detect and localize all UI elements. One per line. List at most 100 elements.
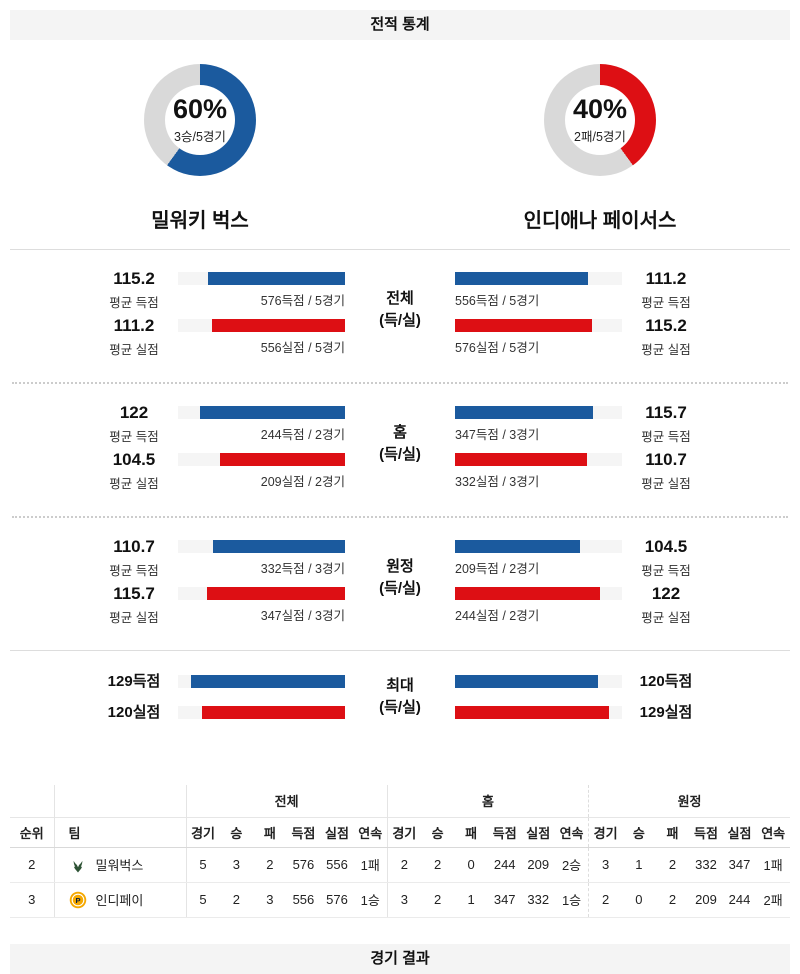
bar-track bbox=[455, 675, 622, 688]
page: 전적 통계 60% 3승/5경기 40% 2패/5경기 밀워키 벅스 인디애나 … bbox=[0, 10, 800, 974]
standings-cell: 3 bbox=[386, 882, 421, 918]
bar-pair: 122 평균 득점 244득점 / 2경기 bbox=[90, 404, 345, 445]
divider bbox=[10, 249, 790, 250]
bar-pair: 115.2 평균 득점 576득점 / 5경기 bbox=[90, 270, 345, 311]
standings-cell: 576 bbox=[286, 847, 321, 883]
standings-group-header: 원정 bbox=[588, 785, 790, 817]
team-cell[interactable]: P 인디페이 bbox=[53, 882, 186, 918]
bar-track bbox=[455, 706, 622, 719]
standings-cell: 2승 bbox=[555, 847, 589, 883]
section-label: 홈 (득/실) bbox=[379, 424, 421, 463]
standings-row: 2 밀워벅스 5 3 2 576 556 1패 2 2 0 244 209 2승 3 1 2 332 347 1패 bbox=[10, 847, 790, 883]
standings-cell: 576 bbox=[320, 882, 354, 918]
home-right: 115.7 평균 득점 347득점 / 3경기 110.7 평균 실점 332실점 … bbox=[455, 404, 710, 498]
away-donut-hole: 40% 2패/5경기 bbox=[565, 85, 635, 155]
bar-pair: 120득점 bbox=[455, 673, 710, 690]
avg-conceded-value: 110.7 bbox=[645, 450, 687, 469]
avg-scored-value: 115.2 bbox=[113, 269, 155, 288]
standings-cell: 2 bbox=[219, 882, 254, 918]
standings-col-header: 연속 bbox=[353, 817, 388, 848]
bar-pair: 104.5 평균 득점 209득점 / 2경기 bbox=[455, 538, 710, 579]
away-win-percent: 40% bbox=[572, 93, 628, 124]
avg-scored-label: 평균 득점 bbox=[641, 296, 691, 310]
team-header: 팀 bbox=[53, 817, 186, 848]
divider bbox=[10, 650, 790, 651]
away-win-donut-chart: 40% 2패/5경기 bbox=[544, 64, 656, 176]
bar-track bbox=[455, 587, 622, 600]
home-win-donut-chart: 60% 3승/5경기 bbox=[144, 64, 256, 176]
avg-scored-label: 평균 득점 bbox=[109, 430, 159, 444]
standings-col-header: 승 bbox=[420, 817, 455, 848]
bar-pair: 115.2 평균 실점 576실점 / 5경기 bbox=[455, 317, 710, 358]
max-left: 129득점 120실점 bbox=[90, 673, 345, 735]
standings-group-header: 홈 bbox=[386, 785, 589, 817]
standings-cell: 244 bbox=[722, 882, 757, 918]
standings-col-header: 실점 bbox=[521, 817, 556, 848]
overall-left: 115.2 평균 득점 576득점 / 5경기 111.2 평균 실점 556실점 … bbox=[90, 270, 345, 364]
conceded-bar-fill bbox=[220, 453, 345, 466]
section-label: 원정 (득/실) bbox=[379, 558, 421, 597]
avg-conceded-label: 평균 실점 bbox=[641, 343, 691, 357]
stat-section-overall: 115.2 평균 득점 576득점 / 5경기 111.2 평균 실점 556실점 … bbox=[0, 250, 800, 382]
bar-track bbox=[455, 540, 622, 553]
rank-cell: 2 bbox=[10, 847, 54, 883]
home-left: 122 평균 득점 244득점 / 2경기 104.5 평균 실점 209실점 / … bbox=[90, 404, 345, 498]
donut-row: 60% 3승/5경기 40% 2패/5경기 bbox=[0, 40, 800, 176]
standings-cell: 2 bbox=[386, 847, 421, 883]
bar-track bbox=[455, 272, 622, 285]
bar-subtext: 209실점 / 2경기 bbox=[260, 475, 345, 489]
standings-cell: 3 bbox=[253, 882, 287, 918]
standings-cell: 3 bbox=[588, 847, 623, 883]
bar-subtext: 244득점 / 2경기 bbox=[260, 428, 345, 442]
team-short-name: 인디페이 bbox=[95, 893, 144, 908]
bar-track bbox=[178, 540, 345, 553]
bar-subtext: 347득점 / 3경기 bbox=[455, 428, 540, 442]
conceded-bar-fill bbox=[212, 319, 345, 332]
overall-right: 111.2 평균 득점 556득점 / 5경기 115.2 평균 실점 576실점 … bbox=[455, 270, 710, 364]
standings-col-header: 승 bbox=[622, 817, 656, 848]
max-scored-value: 120득점 bbox=[639, 673, 693, 690]
standings-cell: 2 bbox=[655, 847, 690, 883]
scored-bar-fill bbox=[455, 675, 599, 688]
pacers-logo-icon: P bbox=[69, 891, 86, 909]
conceded-bar-fill bbox=[455, 587, 601, 600]
standings-col-header: 연속 bbox=[756, 817, 790, 848]
bar-subtext: 332득점 / 3경기 bbox=[260, 562, 345, 576]
max-conceded-value: 129실점 bbox=[639, 704, 693, 721]
standings-cell: 2 bbox=[420, 882, 455, 918]
dotted-divider bbox=[12, 516, 788, 518]
dotted-divider bbox=[12, 382, 788, 384]
bar-subtext: 556실점 / 5경기 bbox=[260, 341, 345, 355]
home-record: 3승/5경기 bbox=[174, 129, 226, 144]
stat-section-max: 129득점 120실점 최대 (득/실) 120득점 129실점 bbox=[0, 651, 800, 761]
standings-col-header: 패 bbox=[253, 817, 287, 848]
bar-pair: 110.7 평균 득점 332득점 / 3경기 bbox=[90, 538, 345, 579]
bar-track bbox=[455, 453, 622, 466]
avg-scored-label: 평균 득점 bbox=[641, 564, 691, 578]
results-title-bar: 경기 결과 bbox=[10, 943, 790, 974]
standings-col-header: 경기 bbox=[588, 817, 623, 848]
standings-col-header: 승 bbox=[219, 817, 254, 848]
bar-track bbox=[178, 272, 345, 285]
standings-cell: 347 bbox=[487, 882, 522, 918]
standings-cell: 3 bbox=[219, 847, 254, 883]
scored-bar-fill bbox=[207, 272, 345, 285]
away-team-name: 인디애나 페이서스 bbox=[523, 210, 677, 232]
bar-pair: 115.7 평균 득점 347득점 / 3경기 bbox=[455, 404, 710, 445]
standings-cell: 332 bbox=[521, 882, 556, 918]
avg-conceded-value: 122 bbox=[651, 584, 681, 603]
scored-bar-fill bbox=[455, 272, 588, 285]
standings-cell: 2 bbox=[420, 847, 455, 883]
bar-pair: 110.7 평균 실점 332실점 / 3경기 bbox=[455, 451, 710, 492]
standings-cell: 556 bbox=[320, 847, 354, 883]
avg-scored-value: 115.7 bbox=[645, 403, 687, 422]
results-title: 경기 결과 bbox=[370, 949, 430, 967]
standings-cell: 5 bbox=[185, 847, 220, 883]
scored-bar-fill bbox=[212, 540, 345, 553]
avg-scored-value: 122 bbox=[119, 403, 149, 422]
max-right: 120득점 129실점 bbox=[455, 673, 710, 735]
bar-subtext: 576득점 / 5경기 bbox=[260, 294, 345, 308]
standings-cell: 556 bbox=[286, 882, 321, 918]
away-donut-wrap: 40% 2패/5경기 bbox=[400, 64, 800, 176]
team-cell[interactable]: 밀워벅스 bbox=[53, 847, 186, 883]
